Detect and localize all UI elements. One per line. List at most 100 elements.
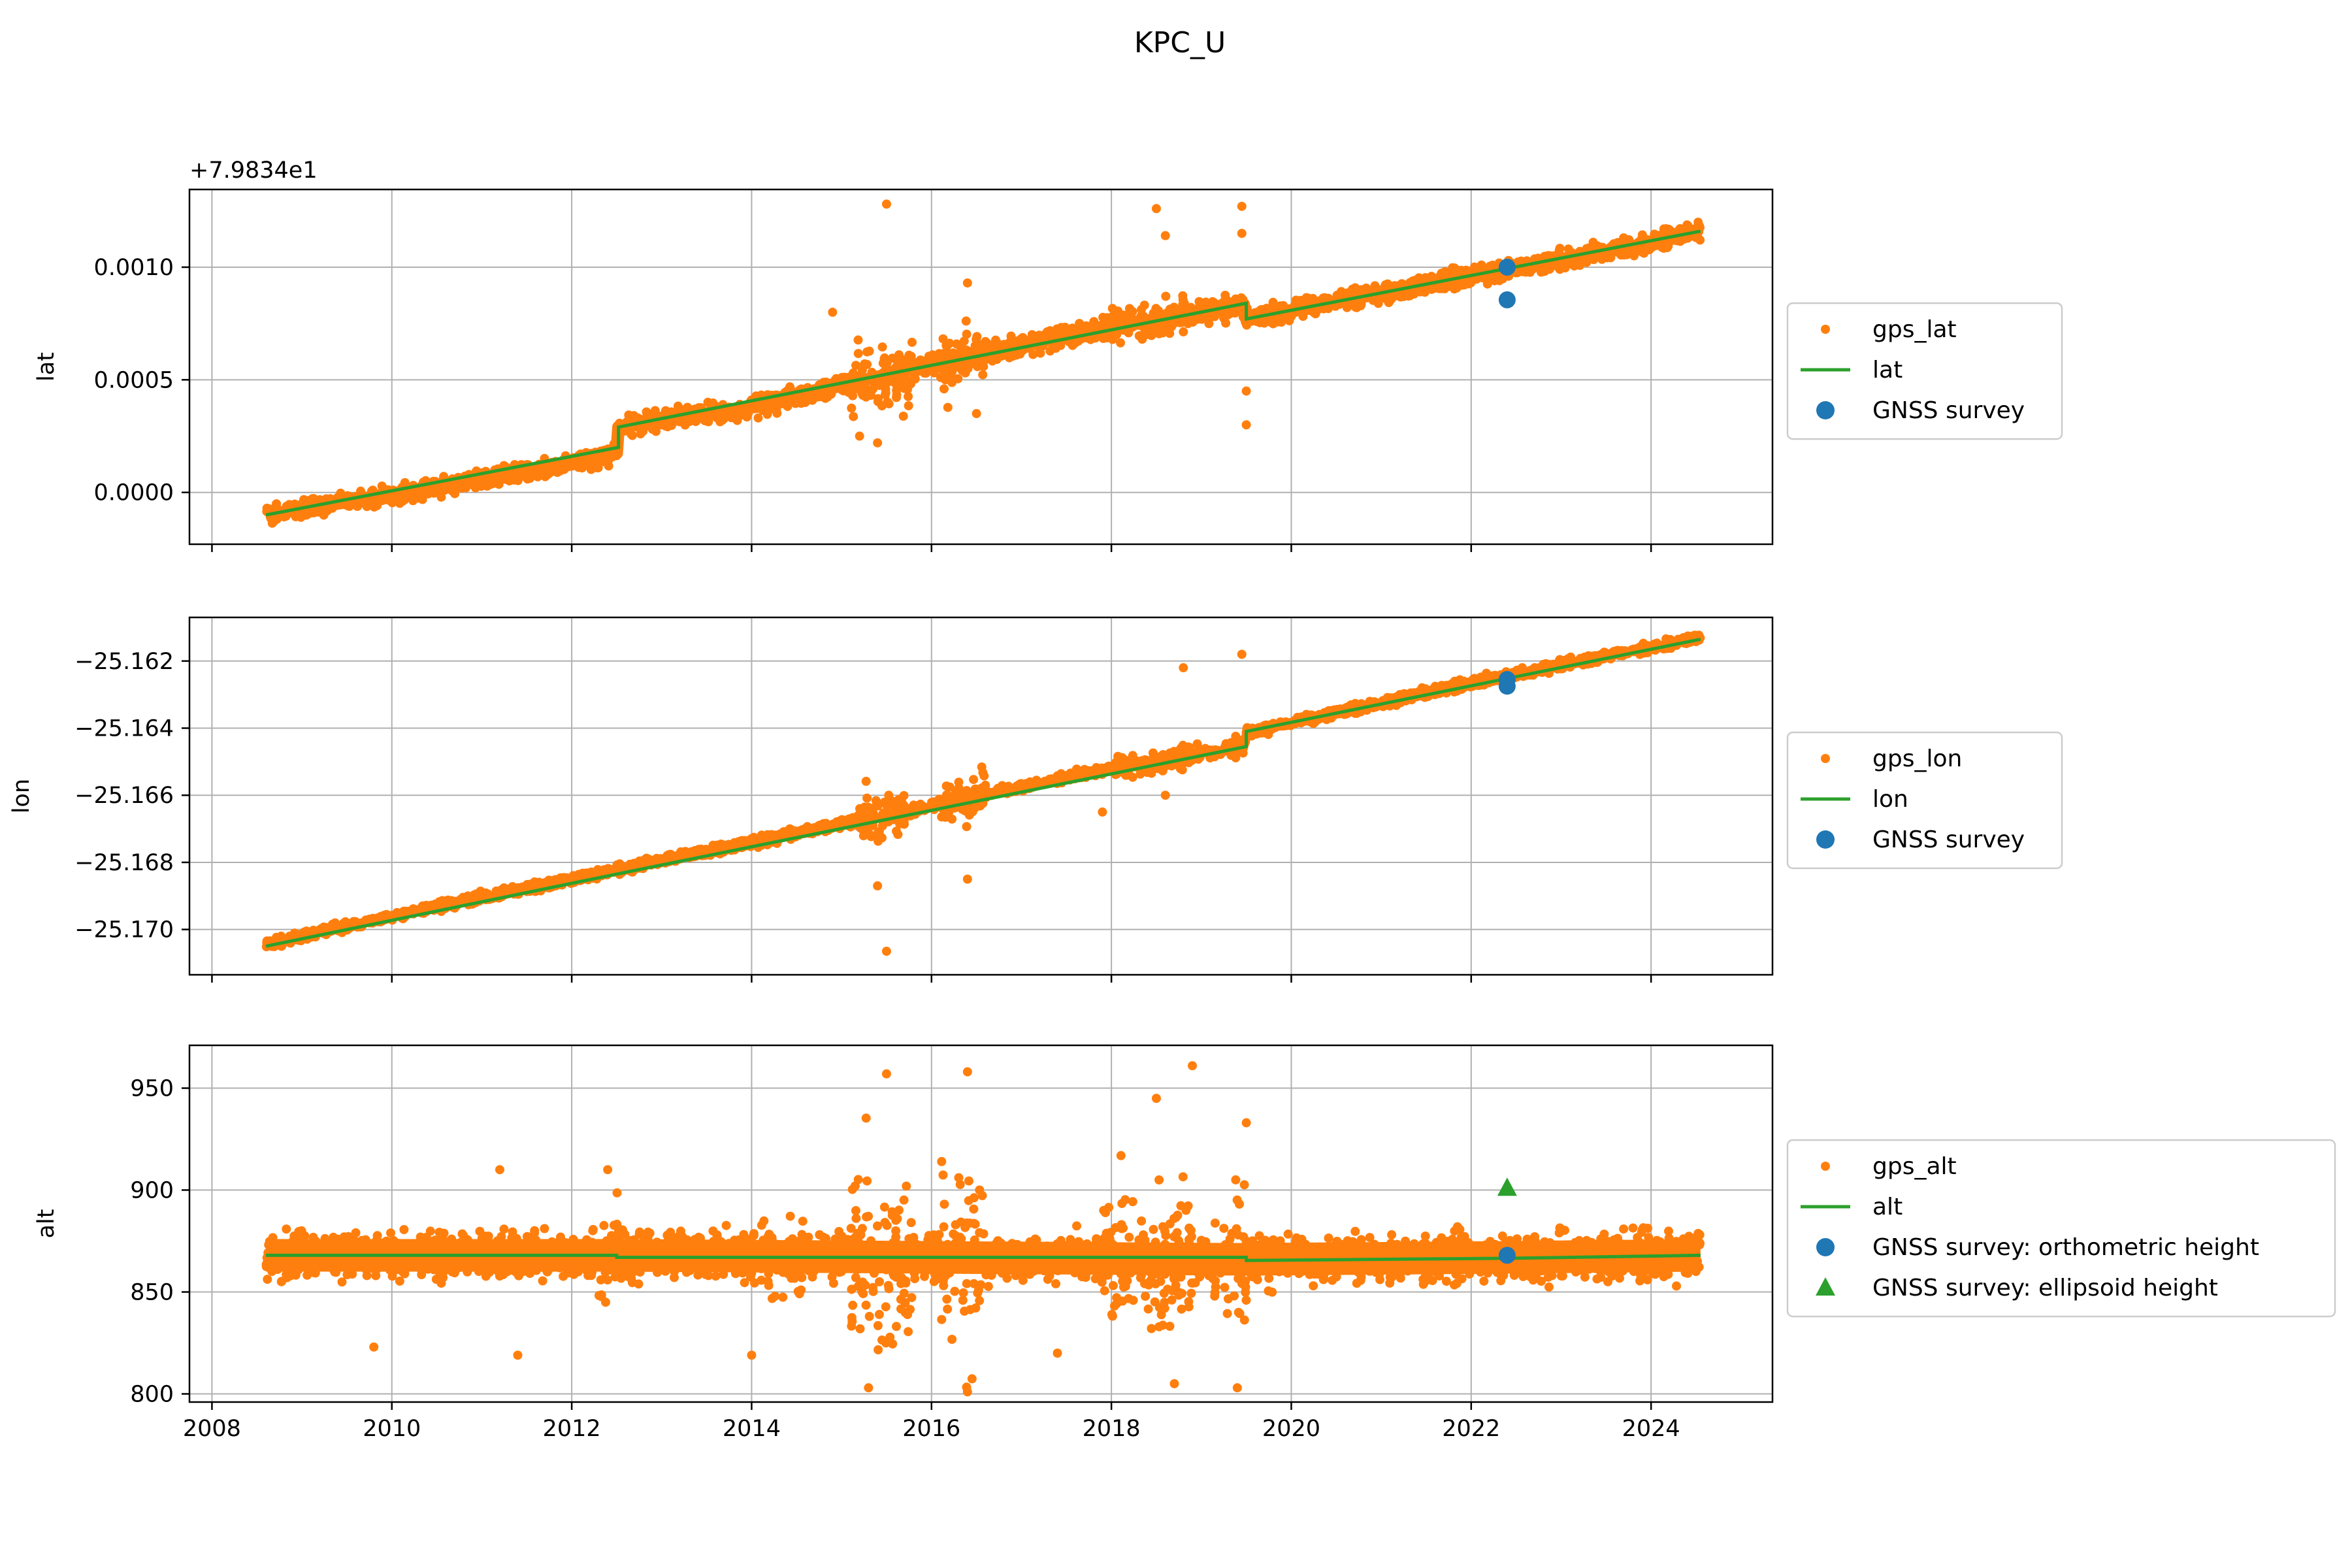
gps-point <box>861 392 871 402</box>
gps-point <box>956 343 966 353</box>
y-tick-label: 0.0000 <box>94 480 174 506</box>
gps-point <box>627 431 637 440</box>
gps-point <box>962 822 972 832</box>
plot-area <box>262 199 1705 528</box>
gps-point <box>881 388 890 398</box>
gps-point <box>874 828 883 838</box>
gps-point <box>973 359 983 369</box>
y-offset-label: +7.9834e1 <box>189 157 318 184</box>
lat-panel: 0.0000 0.0005 0.0010 lat +7.9834e1 gps_latlat… <box>33 157 2063 552</box>
y-tick-label: 0.0010 <box>94 255 174 281</box>
gps-point <box>907 337 917 347</box>
gps-outlier <box>828 307 838 317</box>
plot-area <box>261 630 1705 956</box>
gps-point <box>874 394 883 404</box>
x-axis <box>211 544 1652 552</box>
gps-point <box>904 391 913 401</box>
gps-point <box>958 365 968 374</box>
gps-point <box>1128 306 1137 316</box>
gps-point <box>853 349 863 359</box>
gps-point <box>762 410 772 419</box>
gps-point <box>862 347 872 357</box>
legend-box <box>1786 302 2063 440</box>
gps-point <box>1268 319 1278 329</box>
legend-label: gps_lat <box>1872 316 1957 343</box>
gps-point <box>1137 304 1146 314</box>
gps-point <box>1350 283 1360 293</box>
gps-point <box>877 342 887 352</box>
gps-point <box>981 336 990 346</box>
gps-point <box>1637 230 1647 240</box>
legend-label: GNSS survey <box>1872 397 2025 424</box>
gps-point <box>938 334 948 344</box>
gps-point <box>961 316 971 326</box>
gps-point <box>377 482 387 491</box>
gps-point <box>1161 291 1171 301</box>
y-tick-label: 0.0005 <box>94 367 174 393</box>
gps-point <box>892 826 901 836</box>
gps-point <box>894 350 904 360</box>
gps-point <box>1221 318 1231 328</box>
gps-point <box>1661 224 1671 234</box>
gps-point <box>1167 321 1177 331</box>
gps-point <box>904 350 914 360</box>
gps-point <box>879 353 889 363</box>
gps-point <box>753 413 763 423</box>
gps-point <box>972 332 982 342</box>
gps-outlier <box>855 431 864 441</box>
gps-outlier <box>1151 204 1161 214</box>
gps-point <box>978 370 988 380</box>
gps-point <box>1006 331 1016 341</box>
gps-point <box>861 776 871 786</box>
gps-outlier <box>881 199 891 209</box>
gps-point <box>785 382 794 392</box>
gps-point <box>969 775 979 785</box>
lat-series-line <box>265 229 1701 517</box>
gps-point <box>861 827 871 837</box>
gps-point <box>939 384 949 394</box>
gps-point <box>1555 244 1565 253</box>
gps-point <box>851 361 860 370</box>
gps-point <box>1482 279 1492 289</box>
gps-point <box>910 374 920 384</box>
y-axis: 0.0000 0.0005 0.0010 <box>94 255 189 506</box>
legend-circle-marker <box>1816 401 1835 419</box>
gps-point <box>981 780 990 790</box>
y-axis-label: lat <box>33 352 59 382</box>
axes-frame <box>188 188 1774 546</box>
gps-point <box>1178 295 1188 304</box>
gps-point <box>1116 338 1125 348</box>
legend-label: lat <box>1872 357 1903 384</box>
gps-point <box>1142 329 1152 339</box>
gps-point <box>954 777 964 787</box>
gps-point <box>991 335 1000 345</box>
gps-point <box>849 412 858 421</box>
gnss-survey-point <box>1498 258 1516 276</box>
legend-dot-marker <box>1821 325 1830 334</box>
gps-point <box>592 463 602 472</box>
gps-point <box>1102 333 1112 343</box>
gps-point <box>898 412 908 421</box>
gps-point <box>1158 328 1168 338</box>
gps-outlier <box>1241 420 1251 430</box>
gps-point <box>1268 297 1278 307</box>
gps-outlier <box>1241 386 1251 396</box>
gps-point <box>884 399 894 408</box>
gps-point <box>979 771 989 781</box>
lon-panel: −25.170−25.168−25.166−25.164−25.162longp… <box>8 616 2063 983</box>
gps-point <box>956 787 966 796</box>
gps-point <box>642 407 651 417</box>
gps-outlier <box>962 278 972 288</box>
gps-point <box>945 782 955 792</box>
gps-point <box>1178 740 1188 750</box>
gps-point <box>853 335 863 345</box>
gnss-survey-point <box>1498 291 1516 308</box>
gps-point <box>941 790 951 800</box>
gps-point <box>868 384 878 394</box>
gps-point <box>1179 327 1188 336</box>
gps-outlier <box>1237 201 1247 211</box>
gps-point <box>650 406 660 416</box>
gps-point <box>1450 263 1460 273</box>
